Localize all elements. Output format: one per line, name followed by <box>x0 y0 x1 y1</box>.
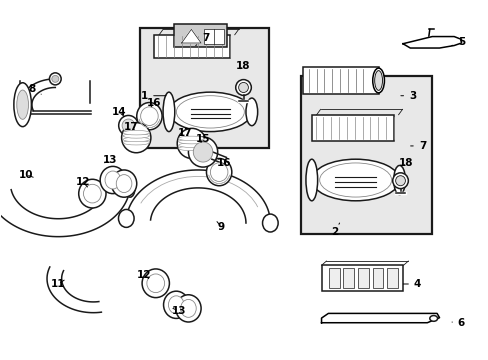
Text: 14: 14 <box>111 107 126 117</box>
Ellipse shape <box>168 296 183 314</box>
Ellipse shape <box>374 71 382 90</box>
Bar <box>328 268 339 288</box>
Ellipse shape <box>123 137 149 142</box>
Bar <box>386 268 397 288</box>
Ellipse shape <box>210 163 227 181</box>
Ellipse shape <box>305 159 317 201</box>
Bar <box>343 268 353 288</box>
Text: 4: 4 <box>403 279 421 289</box>
Polygon shape <box>47 267 101 313</box>
Ellipse shape <box>141 107 158 126</box>
Ellipse shape <box>116 175 132 193</box>
Bar <box>303 67 378 94</box>
Ellipse shape <box>245 98 257 126</box>
Ellipse shape <box>235 80 251 95</box>
Bar <box>300 76 431 234</box>
Polygon shape <box>0 186 130 237</box>
Text: 6: 6 <box>451 319 464 328</box>
Ellipse shape <box>311 159 399 201</box>
Text: 10: 10 <box>19 170 33 180</box>
Ellipse shape <box>123 134 149 138</box>
Ellipse shape <box>79 179 106 208</box>
Ellipse shape <box>119 116 138 135</box>
Bar <box>357 268 368 288</box>
Polygon shape <box>181 30 201 43</box>
Polygon shape <box>321 314 439 323</box>
Ellipse shape <box>178 139 204 144</box>
Ellipse shape <box>238 82 248 93</box>
Polygon shape <box>402 37 461 48</box>
Ellipse shape <box>118 210 134 228</box>
Text: 7: 7 <box>410 141 426 151</box>
Text: 15: 15 <box>195 134 210 144</box>
Bar <box>311 115 393 140</box>
Ellipse shape <box>52 76 59 82</box>
Text: 17: 17 <box>124 122 139 132</box>
Text: 3: 3 <box>400 91 415 101</box>
Ellipse shape <box>111 170 137 197</box>
Ellipse shape <box>175 295 201 322</box>
Ellipse shape <box>178 146 204 151</box>
Ellipse shape <box>163 291 188 319</box>
Bar <box>173 24 227 47</box>
Ellipse shape <box>122 123 151 153</box>
Text: 18: 18 <box>398 158 413 168</box>
Ellipse shape <box>177 129 206 158</box>
Ellipse shape <box>262 214 278 232</box>
Ellipse shape <box>163 92 174 132</box>
Ellipse shape <box>429 316 437 321</box>
Ellipse shape <box>180 300 196 318</box>
Ellipse shape <box>168 92 251 132</box>
Ellipse shape <box>83 184 101 203</box>
Ellipse shape <box>193 142 212 162</box>
Ellipse shape <box>137 103 162 130</box>
Text: 11: 11 <box>51 279 65 289</box>
Ellipse shape <box>123 130 149 135</box>
Ellipse shape <box>142 269 169 298</box>
Polygon shape <box>20 79 55 113</box>
Ellipse shape <box>206 158 231 186</box>
Ellipse shape <box>176 96 244 128</box>
Ellipse shape <box>123 140 149 145</box>
Ellipse shape <box>122 119 135 132</box>
Text: 13: 13 <box>171 306 185 316</box>
Bar <box>154 35 229 58</box>
Ellipse shape <box>178 143 204 148</box>
Ellipse shape <box>17 90 28 119</box>
Bar <box>372 268 383 288</box>
Ellipse shape <box>392 173 407 189</box>
Text: 2: 2 <box>330 223 339 237</box>
Bar <box>203 30 223 44</box>
Polygon shape <box>126 170 270 223</box>
Ellipse shape <box>395 176 405 186</box>
Ellipse shape <box>372 68 384 93</box>
Text: 1: 1 <box>141 91 166 101</box>
Bar <box>321 265 403 291</box>
Text: 5: 5 <box>451 37 464 47</box>
Text: 16: 16 <box>216 158 231 168</box>
Ellipse shape <box>178 136 204 141</box>
Ellipse shape <box>146 274 164 293</box>
Ellipse shape <box>319 163 391 197</box>
Ellipse shape <box>14 83 31 127</box>
Ellipse shape <box>393 166 405 194</box>
Text: 9: 9 <box>217 222 224 231</box>
Bar <box>140 28 268 148</box>
Ellipse shape <box>100 166 125 194</box>
Text: 8: 8 <box>29 84 41 94</box>
Text: 12: 12 <box>75 177 90 187</box>
Text: 16: 16 <box>147 98 161 108</box>
Ellipse shape <box>125 179 135 197</box>
Ellipse shape <box>49 73 61 85</box>
Text: 12: 12 <box>137 270 151 280</box>
Ellipse shape <box>105 171 121 189</box>
Ellipse shape <box>188 137 217 167</box>
Text: 18: 18 <box>236 61 250 71</box>
Text: 17: 17 <box>177 128 192 138</box>
Text: 7: 7 <box>195 33 209 45</box>
Text: 13: 13 <box>103 155 118 165</box>
